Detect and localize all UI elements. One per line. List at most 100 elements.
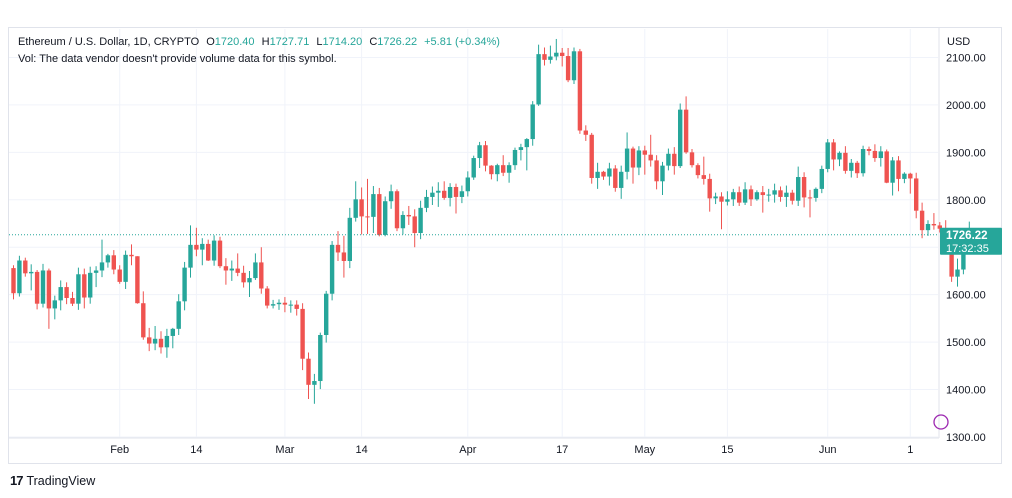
- price-tick-label: 2000.00: [946, 100, 986, 112]
- candle-body: [477, 145, 482, 159]
- candle-body: [884, 151, 889, 183]
- candle-body: [896, 160, 901, 179]
- candle-body: [430, 192, 435, 197]
- candle-body: [270, 304, 276, 306]
- symbol-title[interactable]: Ethereum / U.S. Dollar, 1D, CRYPTO: [18, 36, 200, 48]
- candle-body: [76, 274, 81, 304]
- candle-body: [855, 162, 860, 174]
- candle-body: [206, 243, 211, 261]
- tradingview-brand[interactable]: TradingView: [26, 473, 96, 488]
- candle-body: [471, 158, 476, 178]
- time-tick-label: Mar: [275, 444, 294, 456]
- candle-body: [866, 149, 872, 151]
- high-label: H: [261, 36, 270, 48]
- candle-body: [607, 168, 612, 177]
- candle-body: [695, 165, 701, 176]
- candle-body: [961, 242, 966, 270]
- candle-body: [654, 160, 659, 182]
- ohlc-legend: Ethereum / U.S. Dollar, 1D, CRYPTO O1720…: [18, 36, 500, 48]
- candle-body: [778, 190, 783, 197]
- candle-body: [748, 189, 754, 200]
- candle-body: [530, 104, 535, 140]
- candle-body: [306, 358, 311, 385]
- candle-body: [424, 196, 429, 208]
- candle-body: [571, 51, 577, 81]
- candle-body: [483, 145, 488, 166]
- candle-body: [123, 254, 128, 282]
- candle-body: [129, 254, 134, 257]
- candle-body: [247, 278, 252, 283]
- candle-body: [908, 173, 913, 179]
- candle-body: [536, 54, 541, 105]
- candle-body: [760, 192, 765, 196]
- candle-body: [914, 178, 919, 211]
- candle-body: [495, 165, 500, 175]
- candle-body: [371, 194, 376, 217]
- candle-body: [300, 308, 305, 359]
- candle-body: [813, 188, 819, 198]
- candle-body: [937, 225, 942, 229]
- candle-body: [436, 190, 441, 193]
- candle-body: [365, 216, 370, 218]
- candle-body: [147, 337, 152, 344]
- price-tick-label: 1900.00: [946, 147, 986, 159]
- candle-body: [459, 191, 465, 197]
- candle-body: [276, 302, 282, 305]
- candle-body: [589, 134, 594, 178]
- candle-body: [223, 266, 229, 271]
- candle-body: [259, 262, 264, 289]
- candle-body: [377, 194, 382, 235]
- time-tick-label: 14: [355, 444, 367, 456]
- candle-body: [465, 177, 470, 192]
- candle-body: [211, 240, 217, 261]
- last-price-badge: [940, 227, 1002, 255]
- candle-body: [335, 244, 341, 253]
- candle-body: [188, 244, 193, 268]
- candle-body: [194, 244, 199, 250]
- candle-body: [831, 142, 836, 160]
- candle-body: [790, 192, 795, 201]
- candle-body: [40, 270, 46, 304]
- chart-svg[interactable]: 1300.001400.001500.001600.001700.001800.…: [9, 28, 1003, 465]
- close-label: C: [369, 36, 378, 48]
- candle-body: [707, 178, 712, 199]
- candle-body: [548, 56, 553, 60]
- candle-body: [601, 171, 606, 177]
- candle-body: [678, 109, 683, 167]
- candle-body: [949, 239, 954, 277]
- candle-body: [807, 197, 813, 199]
- candle-body: [200, 243, 205, 250]
- candle-body: [152, 338, 158, 344]
- close-value: 1726.22: [377, 36, 418, 48]
- price-tick-label: 1600.00: [946, 290, 986, 302]
- candle-body: [158, 338, 164, 348]
- candle-body: [766, 194, 771, 196]
- candle-body: [318, 335, 323, 382]
- candle-body: [890, 160, 895, 183]
- candle-body: [624, 148, 630, 172]
- change-value: +5.81 (+0.34%): [424, 36, 500, 48]
- bar-countdown: 17:32:35: [946, 243, 989, 255]
- candle-body: [341, 252, 347, 261]
- candle-body: [282, 302, 288, 305]
- candle-body: [666, 153, 671, 166]
- candle-body: [383, 201, 388, 235]
- last-price-value: 1726.22: [946, 230, 988, 242]
- indicator-marker-icon[interactable]: [933, 414, 949, 430]
- candle-body: [725, 199, 730, 202]
- price-tick-label: 1800.00: [946, 195, 986, 207]
- candle-body: [683, 109, 689, 153]
- candle-body: [235, 268, 240, 273]
- time-tick-label: 17: [556, 444, 568, 456]
- open-label: O: [206, 36, 215, 48]
- candle-body: [64, 287, 69, 298]
- time-tick-label: May: [634, 444, 655, 456]
- candle-body: [595, 171, 600, 178]
- volume-note: Vol: The data vendor doesn't provide vol…: [18, 53, 337, 65]
- candle-body: [636, 150, 642, 168]
- candle-body: [577, 51, 583, 131]
- candle-body: [418, 207, 423, 233]
- low-label: L: [316, 36, 323, 48]
- candle-body: [554, 52, 559, 57]
- tradingview-logo-icon[interactable]: 17: [10, 473, 24, 488]
